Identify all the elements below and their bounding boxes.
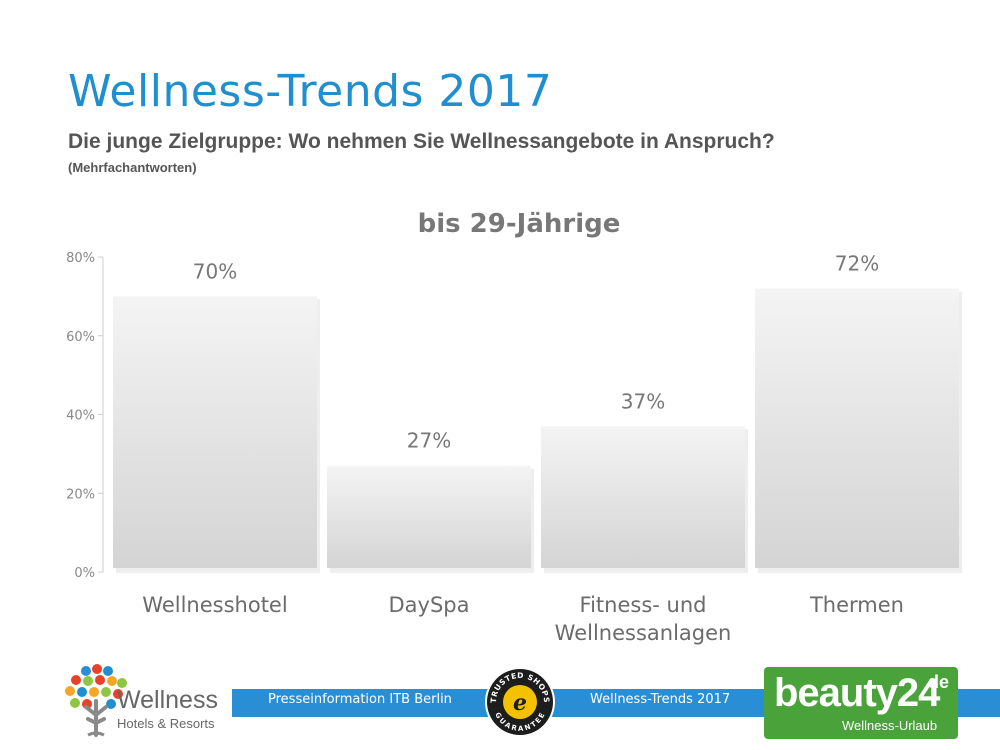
y-tick-label: 40% (66, 409, 95, 424)
bar-value-label: 27% (407, 429, 451, 453)
x-category-label: Fitness- und Wellnessanlagen (555, 593, 732, 645)
y-tick-label: 60% (66, 330, 95, 345)
y-tick-label: 0% (74, 566, 95, 581)
svg-text:e: e (513, 690, 527, 716)
bar-chart: bis 29-Jährige 0% 20% 40% 60% 80% 70% Wellnes… (66, 209, 962, 645)
bar-value-label: 70% (193, 259, 237, 283)
bar-value-label: 72% (835, 252, 879, 276)
page-subtitle: Die junge Zielgruppe: Wo nehmen Sie Well… (68, 130, 775, 153)
beauty24-logo-subtext: Wellness-Urlaub (842, 718, 938, 733)
beauty24-logo-text: beauty24 (774, 671, 940, 715)
chart-title: bis 29-Jährige (418, 209, 621, 239)
bar (327, 465, 531, 568)
bar (113, 296, 317, 568)
x-category-label: Wellnesshotel (142, 593, 287, 617)
wellness-logo-text: Wellness (117, 686, 218, 714)
bar (755, 288, 959, 568)
beauty24-logo (764, 667, 958, 739)
wellness-logo-subtext: Hotels & Resorts (117, 716, 215, 731)
wellness-hotels-logo (0, 655, 232, 747)
tree-icon (65, 664, 127, 737)
x-category-label: Thermen (809, 593, 904, 617)
x-category-label: DaySpa (389, 593, 470, 617)
bar (541, 426, 745, 568)
y-tick-label: 80% (66, 251, 95, 266)
footer-trends-label: Wellness-Trends 2017 (590, 692, 731, 707)
bar-value-label: 37% (621, 389, 665, 413)
trusted-shops-badge: e TRUSTED SHOPS GUARANTEE (485, 667, 555, 737)
page-title: Wellness-Trends 2017 (68, 66, 553, 117)
y-tick-label: 20% (66, 487, 95, 502)
beauty24-logo-tld: de (928, 672, 950, 692)
footer-press-label: Presseinformation ITB Berlin (268, 692, 452, 707)
answer-note: (Mehrfachantworten) (68, 160, 197, 175)
